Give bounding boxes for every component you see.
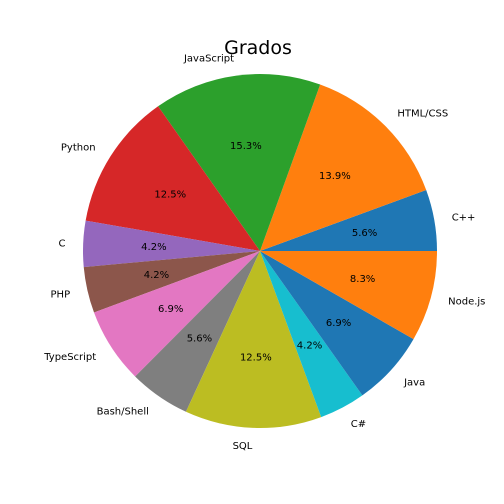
- pie-slice-sql: [185, 251, 322, 428]
- slice-percent-bash-shell: 5.6%: [187, 334, 212, 345]
- pie-labels: 5.6% C++ 13.9% HTML/CSS 15.3% JavaScript 12.5%…: [43, 54, 485, 453]
- slice-label-html-css: HTML/CSS: [397, 109, 448, 120]
- slice-label-javascript: JavaScript: [183, 54, 234, 65]
- slice-label-bash-shell: Bash/Shell: [97, 406, 149, 417]
- pie-slice-c: [83, 220, 261, 268]
- pie-slices: [83, 74, 437, 428]
- pie-slice-node-js: [260, 251, 437, 340]
- slice-label-python: Python: [61, 142, 96, 153]
- slice-percent-node-js: 8.3%: [350, 274, 375, 285]
- pie-slice-c: [260, 190, 437, 251]
- slice-percent-c: 5.6%: [352, 228, 377, 239]
- slice-label-php: PHP: [51, 290, 71, 301]
- slice-label-typescript: TypeScript: [43, 352, 96, 363]
- slice-percent-javascript: 15.3%: [230, 141, 262, 152]
- pie-slice-php: [83, 251, 260, 313]
- chart-title: Grados: [224, 37, 292, 59]
- slice-percent-typescript: 6.9%: [158, 304, 183, 315]
- pie-slice-javascript: [158, 74, 321, 251]
- pie-slice-c: [260, 251, 363, 418]
- slice-percent-c: 4.2%: [297, 340, 322, 351]
- slice-label-c: C#: [351, 419, 366, 430]
- pie-slice-python: [85, 106, 260, 251]
- slice-percent-java: 6.9%: [326, 318, 351, 329]
- pie-slice-java: [260, 251, 414, 396]
- slice-percent-c: 4.2%: [141, 242, 166, 253]
- slice-label-sql: SQL: [233, 441, 253, 452]
- pie-slice-typescript: [94, 251, 260, 377]
- pie-slice-bash-shell: [135, 251, 260, 412]
- slice-percent-sql: 12.5%: [240, 353, 272, 364]
- slice-percent-python: 12.5%: [154, 190, 186, 201]
- slice-label-java: Java: [403, 377, 425, 388]
- slice-label-c: C: [58, 239, 65, 250]
- slice-percent-html-css: 13.9%: [319, 171, 351, 182]
- pie-slice-html-css: [260, 84, 427, 251]
- slice-label-c: C++: [452, 212, 476, 223]
- slice-label-node-js: Node.js: [448, 297, 485, 308]
- slice-percent-php: 4.2%: [144, 270, 169, 281]
